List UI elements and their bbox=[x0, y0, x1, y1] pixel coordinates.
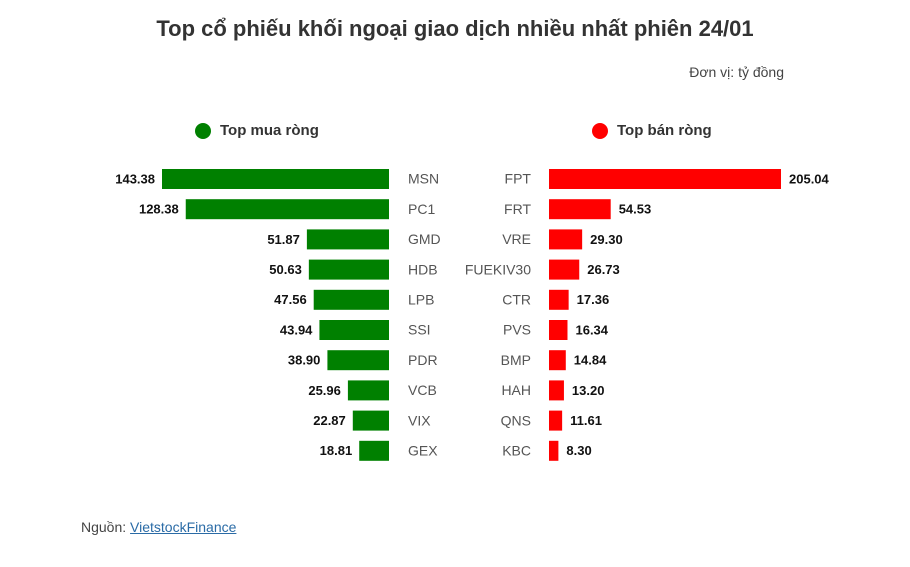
buy-bar-vcb bbox=[347, 380, 389, 401]
sell-value-label: 14.84 bbox=[574, 353, 607, 368]
buy-value-label: 18.81 bbox=[320, 443, 353, 458]
sell-bar-hah bbox=[549, 380, 564, 401]
buy-bar-msn bbox=[162, 169, 389, 189]
buy-category-label: VCB bbox=[408, 382, 437, 398]
legend-net-buy: Top mua ròng bbox=[195, 122, 319, 139]
sell-category-label: CTR bbox=[502, 292, 531, 308]
sell-bar-pvs bbox=[549, 320, 568, 340]
sell-bar-qns bbox=[549, 410, 563, 431]
buy-value-label: 25.96 bbox=[308, 383, 341, 398]
sell-bar-bmp bbox=[549, 350, 566, 371]
sell-category-label: PVS bbox=[503, 322, 531, 338]
buy-bar-pdr bbox=[327, 350, 389, 371]
buy-bar-ssi bbox=[319, 320, 389, 340]
buy-category-label: HDB bbox=[408, 261, 438, 277]
buy-category-label: VIX bbox=[408, 412, 431, 428]
buy-value-label: 143.38 bbox=[115, 171, 155, 186]
buy-value-label: 43.94 bbox=[280, 322, 313, 337]
sell-category-label: KBC bbox=[502, 443, 531, 459]
buy-bar-lpb bbox=[313, 289, 389, 310]
buy-bar-vix bbox=[352, 410, 389, 431]
sell-category-label: HAH bbox=[501, 382, 531, 398]
buy-category-label: PC1 bbox=[408, 201, 435, 217]
sell-category-label: VRE bbox=[502, 231, 531, 247]
sell-category-label: QNS bbox=[501, 412, 531, 428]
buy-category-label: MSN bbox=[408, 171, 439, 187]
buy-category-label: PDR bbox=[408, 352, 438, 368]
legend-buy-label: Top mua ròng bbox=[220, 122, 319, 139]
buy-value-label: 22.87 bbox=[313, 413, 346, 428]
sell-value-label: 17.36 bbox=[577, 292, 610, 307]
buy-value-label: 50.63 bbox=[269, 262, 302, 277]
sell-value-label: 29.30 bbox=[590, 232, 623, 247]
legend-buy-marker bbox=[195, 122, 211, 139]
source-note: Nguồn: VietstockFinance bbox=[81, 519, 236, 535]
buy-value-label: 47.56 bbox=[274, 292, 307, 307]
source-link[interactable]: VietstockFinance bbox=[130, 519, 237, 535]
buy-bar-gex bbox=[359, 440, 389, 461]
sell-category-label: FPT bbox=[505, 171, 532, 187]
legend-sell-label: Top bán ròng bbox=[617, 122, 712, 139]
sell-value-label: 13.20 bbox=[572, 383, 605, 398]
sell-bar-fpt bbox=[549, 169, 781, 189]
buy-category-label: LPB bbox=[408, 292, 434, 308]
sell-bar-vre bbox=[549, 229, 583, 250]
sell-bar-fuekiv30 bbox=[549, 259, 580, 280]
buy-category-label: GMD bbox=[408, 231, 441, 247]
legend-sell-marker bbox=[592, 122, 608, 139]
buy-bar-pc1 bbox=[185, 199, 389, 220]
sell-value-label: 205.04 bbox=[789, 171, 830, 186]
buy-bar-hdb bbox=[308, 259, 389, 280]
sell-value-label: 16.34 bbox=[575, 322, 608, 337]
sell-category-label: BMP bbox=[501, 352, 531, 368]
buy-category-label: SSI bbox=[408, 322, 431, 338]
sell-category-label: FUEKIV30 bbox=[465, 261, 531, 277]
legend-net-sell: Top bán ròng bbox=[592, 122, 712, 139]
buy-category-label: GEX bbox=[408, 443, 438, 459]
sell-value-label: 26.73 bbox=[587, 262, 620, 277]
sell-value-label: 8.30 bbox=[566, 443, 591, 458]
chart-title: Top cổ phiếu khối ngoại giao dịch nhiều … bbox=[156, 16, 754, 41]
sell-bar-kbc bbox=[549, 440, 559, 461]
sell-value-label: 54.53 bbox=[619, 202, 652, 217]
buy-value-label: 51.87 bbox=[267, 232, 300, 247]
buy-bar-gmd bbox=[306, 229, 389, 250]
buy-value-label: 128.38 bbox=[139, 202, 179, 217]
sell-value-label: 11.61 bbox=[570, 413, 602, 428]
sell-bar-frt bbox=[549, 199, 611, 220]
sell-bar-ctr bbox=[549, 289, 569, 310]
sell-category-label: FRT bbox=[504, 201, 531, 217]
source-label: Nguồn: bbox=[81, 519, 127, 535]
buy-value-label: 38.90 bbox=[288, 353, 321, 368]
unit-label: Đơn vị: tỷ đồng bbox=[689, 64, 784, 80]
